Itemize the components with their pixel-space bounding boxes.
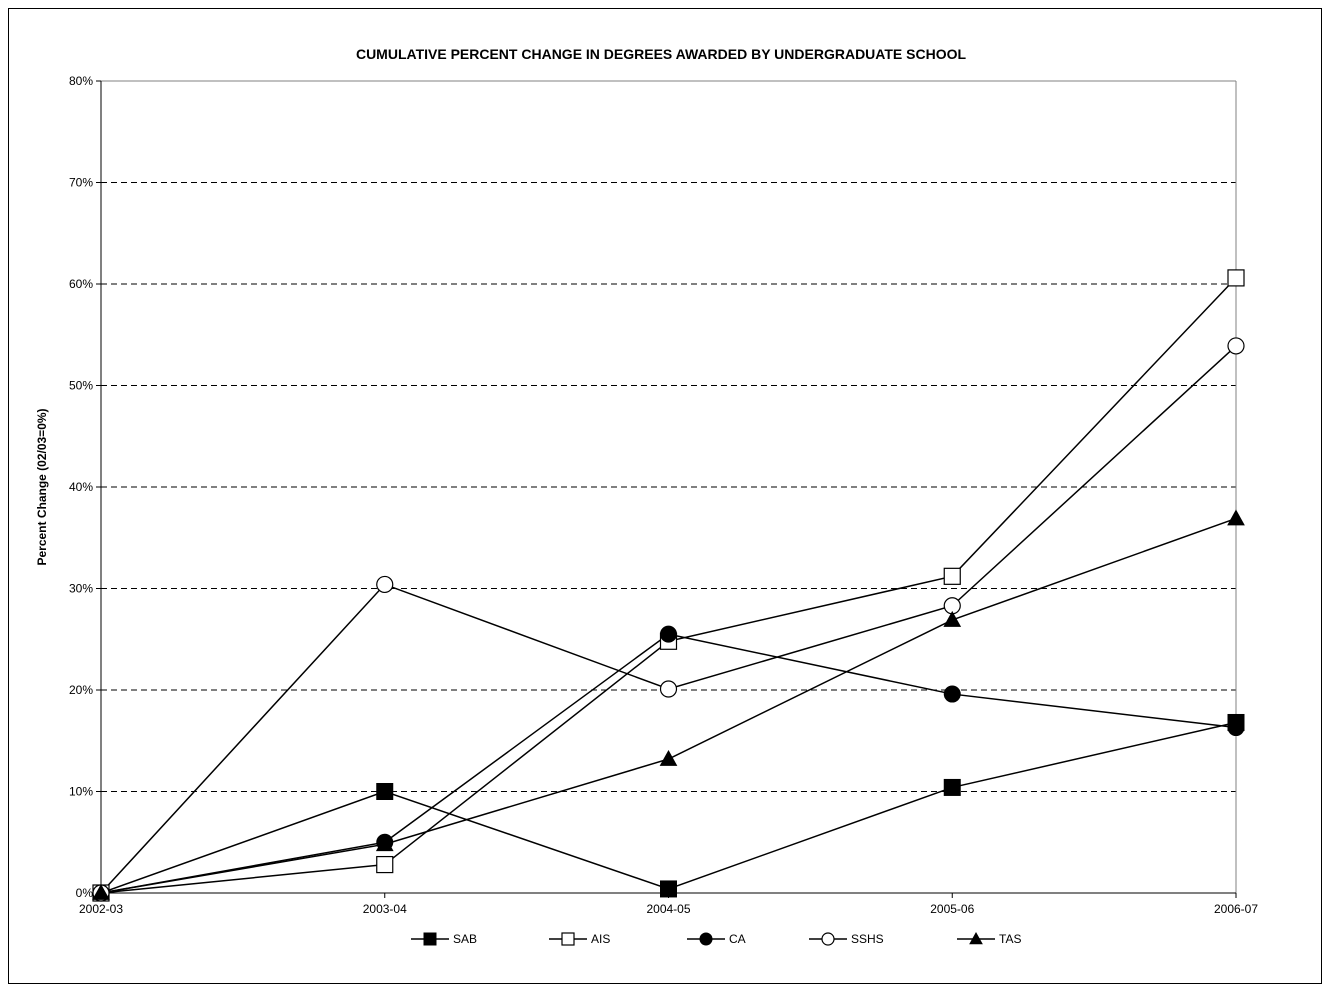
y-tick-label: 30% <box>69 582 93 596</box>
legend: SAB AIS CA SSHS TAS <box>411 931 1021 946</box>
x-tick-label: 2005-06 <box>930 902 974 916</box>
data-point-tas <box>943 610 962 627</box>
series-line-ais <box>100 277 1237 894</box>
series-lines <box>100 277 1237 894</box>
y-tick-label: 40% <box>69 480 93 494</box>
legend-marker <box>969 931 983 945</box>
x-tick-labels: 2002-03 2003-04 2004-05 2005-06 2006-07 <box>79 902 1258 916</box>
legend-marker <box>561 932 575 946</box>
legend-label: SSHS <box>851 932 884 946</box>
data-point-ais <box>943 567 961 585</box>
data-point-tas <box>1227 509 1245 526</box>
x-tick-label: 2002-03 <box>79 902 123 916</box>
legend-item-sab: SAB <box>411 932 477 946</box>
legend-item-ais: AIS <box>549 932 610 946</box>
data-point-sab <box>376 783 394 800</box>
data-point-sshs <box>376 575 394 594</box>
y-tick-label: 60% <box>69 277 93 291</box>
chart-frame <box>8 8 1322 984</box>
data-point-tas <box>92 883 110 900</box>
y-tick-label: 70% <box>69 176 93 190</box>
data-point-ais <box>1227 269 1245 287</box>
series-line-tas <box>100 517 1237 894</box>
data-point-sab <box>943 778 961 796</box>
gridlines <box>101 182 1236 792</box>
legend-label: SAB <box>453 932 477 946</box>
legend-marker <box>423 932 437 946</box>
y-tick-label: 10% <box>69 785 93 799</box>
legend-label: TAS <box>999 932 1021 946</box>
x-tick-label: 2003-04 <box>363 902 407 916</box>
legend-marker <box>821 932 835 946</box>
legend-item-ca: CA <box>687 932 746 946</box>
y-tick-label: 20% <box>69 683 93 697</box>
legend-item-tas: TAS <box>957 931 1021 946</box>
data-point-sshs <box>659 680 678 698</box>
series-markers <box>92 269 1245 902</box>
y-tick-label: 50% <box>69 379 93 393</box>
data-point-ais <box>376 855 394 874</box>
data-point-tas <box>375 835 394 852</box>
legend-item-sshs: SSHS <box>809 932 884 946</box>
y-tick-label: 0% <box>76 886 94 900</box>
data-point-sab <box>660 880 677 898</box>
x-tick-label: 2006-07 <box>1214 902 1258 916</box>
legend-label: CA <box>729 932 746 946</box>
data-point-ca <box>1227 719 1245 737</box>
data-point-tas <box>659 749 678 766</box>
chart-title: CUMULATIVE PERCENT CHANGE IN DEGREES AWA… <box>356 46 967 62</box>
data-point-ca <box>660 625 677 643</box>
axes <box>96 80 1237 898</box>
legend-label: AIS <box>591 932 610 946</box>
y-tick-label: 80% <box>69 74 93 88</box>
series-line-sab <box>100 721 1237 894</box>
y-tick-labels: 0% 10% 20% 30% 40% 50% 60% 70% 80% <box>69 74 93 900</box>
x-tick-label: 2004-05 <box>646 902 690 916</box>
legend-marker <box>699 932 713 946</box>
data-point-ca <box>943 685 961 703</box>
data-point-sshs <box>1227 337 1245 355</box>
series-line-sshs <box>100 345 1237 894</box>
y-axis-label: Percent Change (02/03=0%) <box>35 408 49 565</box>
